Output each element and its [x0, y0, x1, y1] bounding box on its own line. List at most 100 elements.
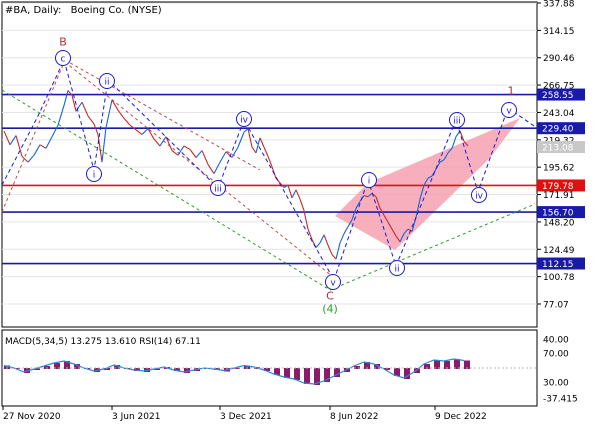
price-segment	[399, 233, 405, 243]
macd-histogram-bar	[284, 368, 290, 378]
price-segment	[303, 210, 309, 230]
price-segment	[347, 219, 353, 228]
price-segment	[97, 134, 103, 163]
trendline-green-1	[1, 89, 331, 291]
wave-label-circle	[55, 50, 71, 66]
price-segment	[237, 131, 245, 148]
wave-label: B	[59, 36, 67, 49]
x-tick-label: 9 Dec 2022	[435, 412, 487, 422]
wave-label: iii	[453, 117, 461, 127]
macd-histogram-bar	[264, 368, 270, 371]
price-segment	[291, 189, 297, 199]
macd-histogram-bar	[394, 368, 400, 376]
wave-label: ii	[394, 265, 399, 275]
price-segment	[427, 175, 433, 179]
chart-title: #BA, Daily: Boeing Co. (NYSE)	[5, 5, 162, 16]
macd-histogram-bar	[184, 368, 190, 373]
price-segment	[117, 109, 125, 119]
macd-histogram-bar	[384, 368, 390, 370]
macd-histogram-bar	[404, 368, 410, 379]
price-segment	[447, 147, 453, 154]
y-tick-label: 195.62	[543, 164, 575, 174]
level-label: 258.55	[542, 91, 574, 101]
macd-histogram-bar	[244, 365, 250, 369]
wave-label-circle	[99, 73, 115, 89]
price-segment	[27, 154, 35, 163]
price-segment	[351, 208, 357, 221]
level-tag	[537, 122, 585, 135]
price-segment	[415, 198, 421, 218]
price-segment	[299, 198, 305, 211]
price-segment	[93, 123, 99, 135]
price-segment	[391, 228, 397, 237]
level-tag	[537, 88, 585, 101]
price-segment	[319, 234, 325, 244]
price-segment	[33, 144, 41, 156]
price-segment	[231, 146, 239, 158]
price-segment	[443, 152, 449, 161]
price-segment	[3, 130, 11, 146]
level-label: 156.70	[542, 209, 574, 219]
price-segment	[195, 150, 203, 158]
macd-histogram-bar	[234, 368, 240, 369]
price-segment	[123, 117, 131, 126]
macd-histogram-bar	[374, 364, 380, 369]
price-segment	[279, 182, 285, 188]
macd-histogram-bar	[444, 361, 450, 369]
wave-label: v	[330, 279, 336, 289]
trendlines	[1, 59, 536, 291]
macd-histogram-bar	[134, 368, 140, 371]
wave-label: C	[326, 290, 334, 303]
price-segment	[407, 228, 413, 232]
level-tag	[537, 179, 585, 192]
wave-label: i	[93, 171, 96, 181]
price-segment	[295, 189, 301, 200]
trendline-red-3	[64, 59, 261, 171]
price-segment	[383, 214, 389, 223]
price-segment	[375, 196, 381, 209]
price-segment	[101, 127, 107, 163]
price-segment	[45, 136, 53, 149]
macd-histogram-bar	[34, 368, 40, 370]
macd-histogram-bar	[324, 368, 330, 382]
price-segment	[451, 136, 457, 149]
price-segment	[267, 156, 273, 167]
price-segment	[259, 137, 265, 148]
price-segment	[207, 164, 215, 174]
price-segment	[87, 115, 95, 125]
price-segment	[323, 234, 329, 246]
price-segment	[21, 155, 29, 163]
x-axis: 27 Nov 2020 3 Jun 2021 3 Dec 2021 8 Jun 202…	[2, 406, 487, 422]
price-segment	[395, 235, 401, 243]
price-segment	[403, 228, 409, 235]
price-segment	[147, 128, 155, 140]
wave-label-circle	[501, 102, 517, 118]
price-segment	[111, 99, 119, 111]
macd-histogram-bar	[434, 360, 440, 369]
level-tag	[537, 206, 585, 219]
instrument-name: Boeing Co. (NYSE)	[71, 5, 162, 16]
price-segment	[189, 149, 197, 158]
level-label: 229.40	[542, 125, 574, 135]
y-tick-label: 148.20	[543, 218, 575, 228]
macd-histogram-bar	[74, 364, 80, 369]
price-segment	[201, 150, 209, 165]
price-segment	[135, 129, 143, 135]
price-segment	[331, 254, 337, 260]
price-segment	[315, 242, 321, 248]
macd-histogram-bar	[314, 368, 320, 385]
wave-label: iii	[214, 185, 222, 195]
price-segment	[423, 178, 429, 186]
macd-histogram-bar	[454, 359, 460, 369]
wave-label-circle	[325, 274, 341, 290]
current-price-label: 213.08	[542, 144, 574, 154]
y-tick-label: 243.04	[543, 109, 575, 119]
symbol-label: #BA, Daily:	[5, 5, 61, 16]
macd-histogram-bar	[64, 361, 70, 369]
price-segment	[243, 128, 249, 133]
price-segment	[57, 105, 65, 126]
price-segment	[75, 101, 83, 112]
indicator-y-label: -37.415	[543, 395, 578, 405]
wave-label-circle	[86, 166, 102, 182]
